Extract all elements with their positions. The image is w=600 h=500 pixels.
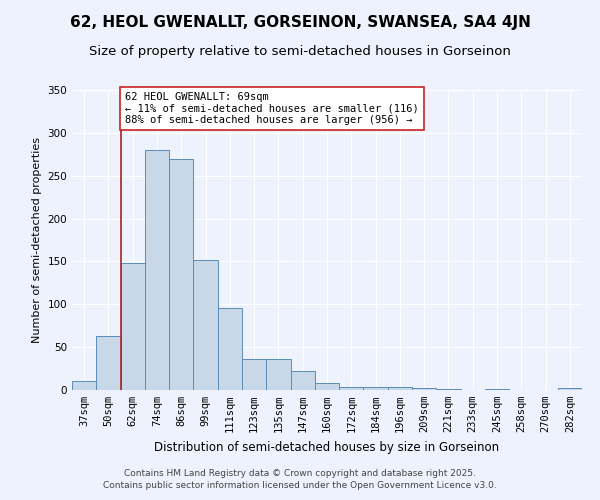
Text: 62, HEOL GWENALLT, GORSEINON, SWANSEA, SA4 4JN: 62, HEOL GWENALLT, GORSEINON, SWANSEA, S… [70,15,530,30]
Bar [121,263,145,390]
Bar [218,308,242,390]
Bar [290,371,315,390]
Y-axis label: Number of semi-detached properties: Number of semi-detached properties [32,137,42,343]
Bar [485,389,509,390]
Bar [72,382,96,390]
X-axis label: Distribution of semi-detached houses by size in Gorseinon: Distribution of semi-detached houses by … [154,440,500,454]
Bar [339,386,364,390]
Bar [145,150,169,390]
Bar [169,158,193,390]
Bar [242,359,266,390]
Text: 62 HEOL GWENALLT: 69sqm
← 11% of semi-detached houses are smaller (116)
88% of s: 62 HEOL GWENALLT: 69sqm ← 11% of semi-de… [125,92,419,125]
Bar [388,388,412,390]
Bar [558,388,582,390]
Bar [364,388,388,390]
Bar [412,388,436,390]
Bar [315,383,339,390]
Bar [193,260,218,390]
Bar [96,336,121,390]
Text: Contains HM Land Registry data © Crown copyright and database right 2025.
Contai: Contains HM Land Registry data © Crown c… [103,468,497,490]
Bar [266,359,290,390]
Bar [436,389,461,390]
Text: Size of property relative to semi-detached houses in Gorseinon: Size of property relative to semi-detach… [89,45,511,58]
